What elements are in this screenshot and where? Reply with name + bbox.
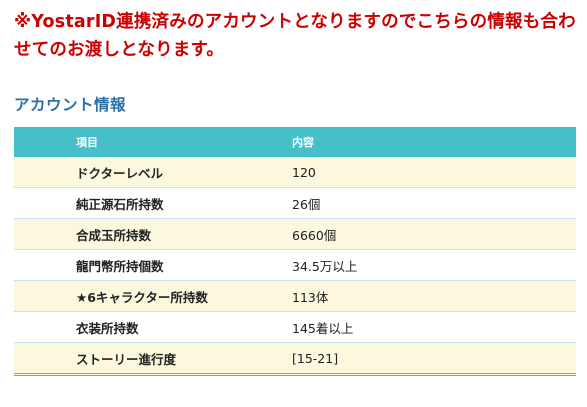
row-item-orundum: 合成玉所持数 — [14, 218, 292, 250]
row-value-doctor-level: 120 — [292, 157, 576, 188]
table-row: 龍門幣所持個数 34.5万以上 — [14, 249, 576, 281]
row-value-outfits: 145着以上 — [292, 311, 576, 343]
row-value-story-progress: [15-21] — [292, 342, 576, 375]
row-item-six-star-count: ★6キャラクター所持数 — [14, 280, 292, 312]
notice-text: ※YostarID連携済みのアカウントとなりますのでこちらの情報も合わせてのお渡… — [14, 12, 576, 60]
table-row: ドクターレベル 120 — [14, 157, 576, 188]
table-row: 合成玉所持数 6660個 — [14, 218, 576, 250]
table-row: 純正源石所持数 26個 — [14, 187, 576, 219]
row-value-lmd: 34.5万以上 — [292, 249, 576, 281]
row-item-lmd: 龍門幣所持個数 — [14, 249, 292, 281]
table-row: 衣装所持数 145着以上 — [14, 311, 576, 343]
table-row: ★6キャラクター所持数 113体 — [14, 280, 576, 312]
row-item-doctor-level: ドクターレベル — [14, 157, 292, 188]
section-title: アカウント情報 — [14, 96, 127, 114]
row-value-six-star-count: 113体 — [292, 280, 576, 312]
row-value-originium: 26個 — [292, 187, 576, 219]
table-row: ストーリー進行度 [15-21] — [14, 342, 576, 375]
row-value-orundum: 6660個 — [292, 218, 576, 250]
row-item-outfits: 衣装所持数 — [14, 311, 292, 343]
header-value: 内容 — [292, 127, 576, 157]
account-info-table: 項目 内容 ドクターレベル 120 純正源石所持数 26個 合成玉所持数 666… — [14, 127, 576, 376]
table-header-row: 項目 内容 — [14, 127, 576, 157]
row-item-story-progress: ストーリー進行度 — [14, 342, 292, 375]
header-item: 項目 — [14, 127, 292, 157]
row-item-originium: 純正源石所持数 — [14, 187, 292, 219]
